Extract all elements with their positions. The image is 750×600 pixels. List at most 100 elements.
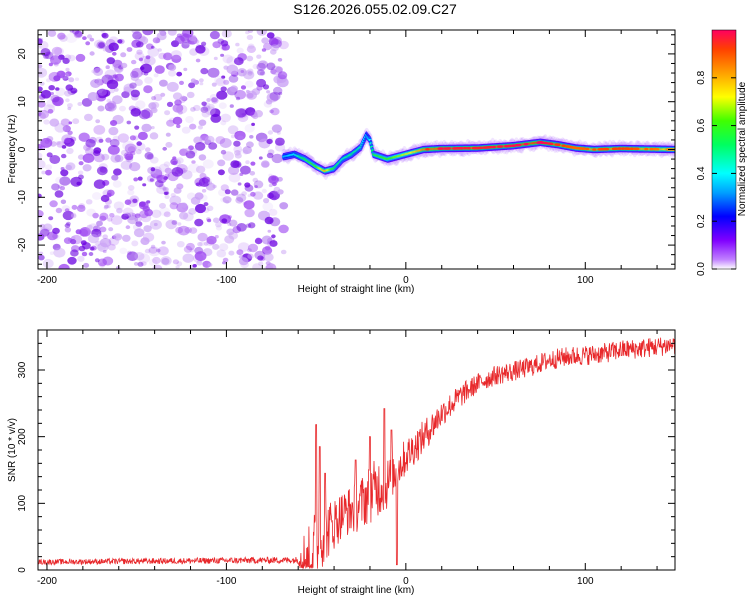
noise-blob xyxy=(271,153,283,164)
noise-blob xyxy=(77,102,83,106)
noise-blob xyxy=(252,177,259,183)
noise-blob xyxy=(267,262,274,268)
noise-blob xyxy=(190,107,196,112)
noise-blob xyxy=(38,254,45,261)
noise-blob xyxy=(138,253,151,264)
noise-blob xyxy=(180,202,188,208)
noise-blob xyxy=(98,138,104,143)
noise-blob xyxy=(252,263,262,269)
noise-blob xyxy=(38,159,46,170)
noise-blob xyxy=(73,30,83,39)
noise-blob xyxy=(252,114,259,120)
noise-blob xyxy=(76,204,86,212)
noise-blob xyxy=(124,199,132,205)
noise-blob xyxy=(133,177,139,182)
noise-blob xyxy=(114,65,124,74)
snr-panel: -200 -100 0 100 0 100 200 300 Height of straig… xyxy=(7,329,676,596)
noise-blob xyxy=(72,118,80,125)
noise-blob xyxy=(119,247,128,254)
noise-blob xyxy=(104,69,117,80)
noise-blob xyxy=(144,152,154,160)
noise-blob xyxy=(49,200,58,208)
noise-blob xyxy=(230,189,239,196)
noise-blob xyxy=(101,32,109,39)
noise-blob xyxy=(53,247,66,258)
spectrogram-noise xyxy=(38,30,289,269)
noise-blob xyxy=(176,241,185,248)
noise-blob xyxy=(172,92,183,101)
noise-blob xyxy=(215,225,222,231)
colorbar-ticks: 0.0 0.2 0.4 0.6 0.8 xyxy=(696,70,736,276)
noise-blob xyxy=(40,137,53,148)
noise-blob xyxy=(133,228,145,238)
noise-blob xyxy=(38,112,46,120)
noise-blob xyxy=(220,197,227,203)
noise-blob xyxy=(220,184,229,192)
noise-blob xyxy=(247,248,252,253)
colorbar-strip xyxy=(711,29,737,270)
noise-blob xyxy=(153,93,163,102)
y-tick-label: 10 xyxy=(17,96,28,108)
ridge-hotspot xyxy=(629,147,635,150)
noise-blob xyxy=(38,144,42,149)
noise-blob xyxy=(87,92,99,101)
noise-blob xyxy=(277,71,288,80)
noise-blob xyxy=(228,165,240,175)
noise-blob xyxy=(116,207,123,214)
noise-blob xyxy=(117,133,129,143)
noise-blob xyxy=(130,108,141,117)
noise-blob xyxy=(99,215,107,222)
noise-blob xyxy=(121,91,130,99)
noise-blob xyxy=(239,172,244,176)
colorbar-label: Normalized spectral amplitude xyxy=(737,81,748,216)
noise-blob xyxy=(160,256,172,266)
noise-blob xyxy=(214,235,219,239)
noise-blob xyxy=(185,242,195,251)
noise-blob xyxy=(262,61,267,65)
noise-blob xyxy=(237,135,244,141)
noise-blob xyxy=(126,212,137,221)
noise-blob xyxy=(45,164,52,171)
noise-blob xyxy=(105,102,117,112)
noise-blob xyxy=(201,189,207,193)
noise-blob xyxy=(82,164,92,172)
noise-blob xyxy=(63,237,73,245)
noise-blob xyxy=(70,234,83,245)
noise-blob xyxy=(166,81,179,92)
noise-blob xyxy=(55,87,60,91)
noise-blob xyxy=(86,34,93,39)
noise-blob xyxy=(151,96,157,101)
noise-blob xyxy=(155,180,164,188)
noise-blob xyxy=(191,160,196,164)
noise-blob xyxy=(201,41,207,46)
noise-blob xyxy=(184,147,191,153)
noise-blob xyxy=(62,57,70,64)
ridge-hotspot xyxy=(584,147,590,151)
noise-blob xyxy=(234,152,242,159)
noise-blob xyxy=(269,91,281,101)
noise-blob xyxy=(179,212,189,220)
noise-blob xyxy=(169,195,182,206)
noise-blob xyxy=(247,243,259,253)
noise-blob xyxy=(38,100,46,108)
noise-blob xyxy=(194,218,204,227)
noise-blob xyxy=(151,209,162,218)
noise-blob xyxy=(262,202,274,211)
noise-blob xyxy=(246,34,254,41)
noise-blob xyxy=(106,192,112,198)
noise-blob xyxy=(60,167,65,171)
noise-blob xyxy=(132,31,143,40)
noise-blob xyxy=(253,191,264,200)
ridge-hotspot xyxy=(516,143,522,147)
ridge-hotspot xyxy=(626,147,631,150)
noise-blob xyxy=(65,84,74,91)
noise-blob xyxy=(206,235,217,245)
noise-blob xyxy=(123,152,134,160)
noise-blob xyxy=(217,159,226,167)
noise-blob xyxy=(161,257,170,265)
noise-blob xyxy=(72,30,80,35)
noise-blob xyxy=(97,233,102,237)
noise-blob xyxy=(59,176,71,186)
noise-blob xyxy=(110,154,121,163)
noise-blob xyxy=(261,235,273,245)
